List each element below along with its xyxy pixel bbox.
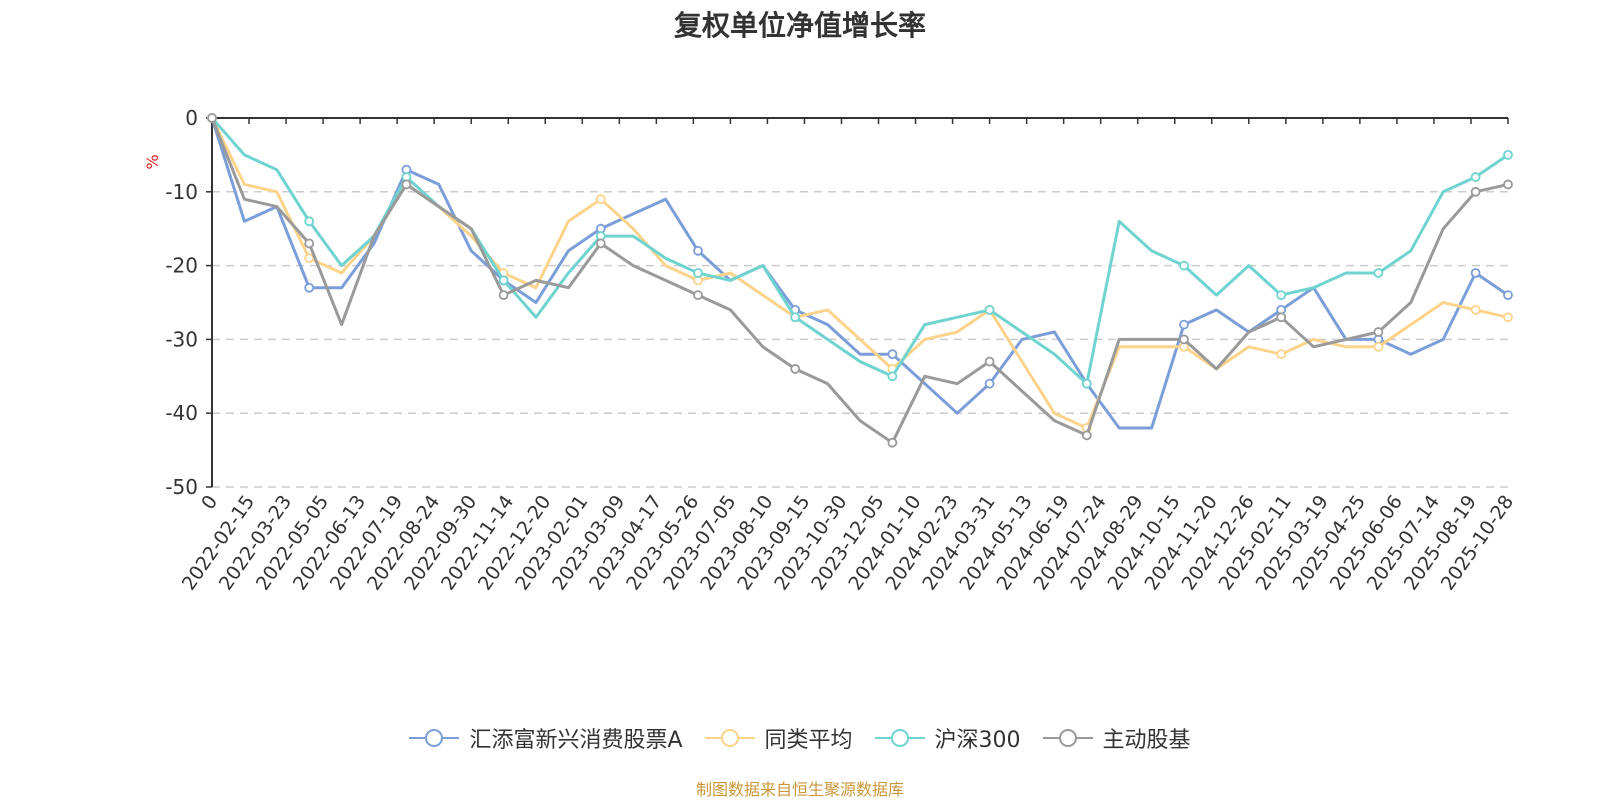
data-point: [1470, 186, 1481, 197]
y-tick-label: -10: [165, 180, 198, 204]
y-tick-label: -20: [165, 254, 198, 278]
data-point: [401, 179, 412, 190]
legend-label: 同类平均: [764, 728, 853, 753]
data-point: [984, 378, 995, 389]
data-point: [1373, 341, 1384, 352]
series-line: [210, 117, 1509, 386]
data-point: [1470, 268, 1481, 278]
y-axis-unit-label: %: [143, 154, 162, 169]
data-point: [1179, 319, 1189, 330]
data-source-footer: 制图数据来自恒生聚源数据库: [695, 780, 904, 799]
legend-circle: [1058, 729, 1077, 747]
data-point: [984, 356, 995, 367]
legend-item-fund[interactable]: 汇添富新兴消费股票A: [409, 722, 683, 754]
series-line: [210, 117, 1509, 430]
data-point: [1081, 378, 1092, 389]
data-point: [1373, 327, 1384, 337]
chart-title: 复权单位净值增长率: [673, 9, 926, 42]
data-point: [1503, 149, 1513, 160]
data-point: [1276, 312, 1287, 323]
axis-layer: [206, 117, 1509, 488]
data-point: [1503, 290, 1513, 301]
data-point: [693, 290, 703, 301]
legend-swatch-icon: [1042, 729, 1093, 747]
x-tick-label: 0: [197, 491, 222, 514]
data-point: [1470, 172, 1481, 182]
data-point: [887, 371, 898, 382]
legend-item-active-equity[interactable]: 主动股基: [1042, 722, 1191, 754]
data-point: [207, 113, 217, 123]
data-point: [498, 275, 509, 286]
data-point: [693, 245, 703, 256]
data-point: [1373, 268, 1384, 278]
legend-circle: [890, 729, 909, 747]
data-point: [304, 282, 315, 293]
legend-item-peer-average[interactable]: 同类平均: [704, 722, 853, 754]
data-point: [1470, 304, 1481, 315]
data-point: [1179, 334, 1189, 345]
data-point: [595, 194, 606, 205]
data-point: [887, 349, 898, 360]
data-point: [1179, 260, 1189, 271]
legend-item-csi300[interactable]: 沪深300: [874, 722, 1021, 754]
data-point: [498, 290, 509, 301]
legend-swatch-icon: [704, 729, 755, 747]
legend: 汇添富新兴消费股票A 同类平均 沪深300 主动股基: [0, 722, 1600, 754]
data-point: [887, 437, 898, 448]
legend-swatch-icon: [874, 729, 925, 747]
data-point: [1503, 179, 1513, 190]
data-point: [304, 238, 315, 249]
data-point: [304, 253, 315, 264]
data-point: [984, 304, 995, 315]
y-tick-label: 0: [185, 106, 198, 130]
y-tick-label: -40: [165, 401, 198, 425]
data-point: [1276, 290, 1287, 301]
series-layer: [207, 113, 1513, 448]
legend-circle: [720, 729, 739, 747]
y-tick-label: -50: [165, 475, 198, 499]
legend-circle: [425, 729, 444, 747]
label-layer: 0-10-20-30-40-5002022-02-152022-03-23202…: [165, 106, 1518, 594]
data-point: [693, 268, 703, 278]
legend-label: 汇添富新兴消费股票A: [469, 728, 683, 753]
data-point: [790, 364, 801, 374]
legend-swatch-icon: [409, 729, 460, 747]
legend-label: 主动股基: [1102, 728, 1191, 753]
data-point: [1081, 430, 1092, 441]
data-point: [1503, 312, 1513, 323]
data-point: [595, 238, 606, 249]
series-line: [210, 117, 1509, 430]
data-point: [1276, 349, 1287, 360]
series-line: [210, 117, 1509, 445]
y-tick-label: -30: [165, 327, 198, 351]
data-point: [790, 312, 801, 323]
legend-label: 沪深300: [934, 728, 1021, 753]
data-point: [304, 216, 315, 227]
